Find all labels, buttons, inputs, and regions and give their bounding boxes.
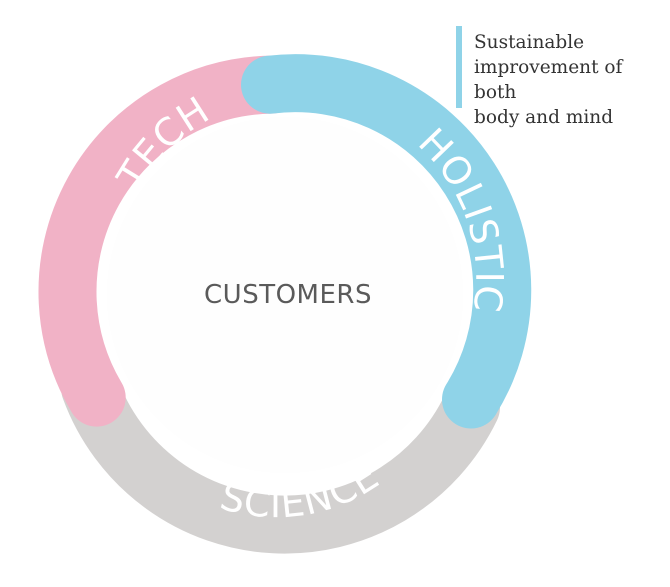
center-label: CUSTOMERS: [204, 280, 372, 310]
callout-line: improvement of both: [474, 57, 623, 103]
callout-line: body and mind: [474, 107, 614, 128]
center-circle: [107, 117, 463, 473]
callout-text: Sustainable improvement of both body and…: [474, 30, 670, 130]
holistic-segment: [241, 54, 532, 429]
callout-accent-bar: [456, 26, 462, 108]
callout-line: Sustainable: [474, 32, 585, 53]
callout: Sustainable improvement of both body and…: [456, 26, 670, 128]
tech-segment: [38, 55, 301, 427]
science-segment: [61, 359, 500, 554]
